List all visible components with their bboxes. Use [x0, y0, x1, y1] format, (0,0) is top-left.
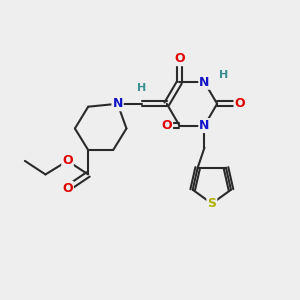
Text: H: H: [219, 70, 228, 80]
Text: O: O: [62, 154, 73, 167]
Text: N: N: [199, 76, 210, 89]
Text: O: O: [174, 52, 185, 65]
Text: H: H: [137, 83, 146, 93]
Text: O: O: [161, 119, 172, 132]
Text: N: N: [112, 97, 123, 110]
Text: S: S: [207, 197, 216, 210]
Text: O: O: [235, 97, 245, 110]
Text: O: O: [62, 182, 73, 195]
Text: N: N: [199, 119, 210, 132]
